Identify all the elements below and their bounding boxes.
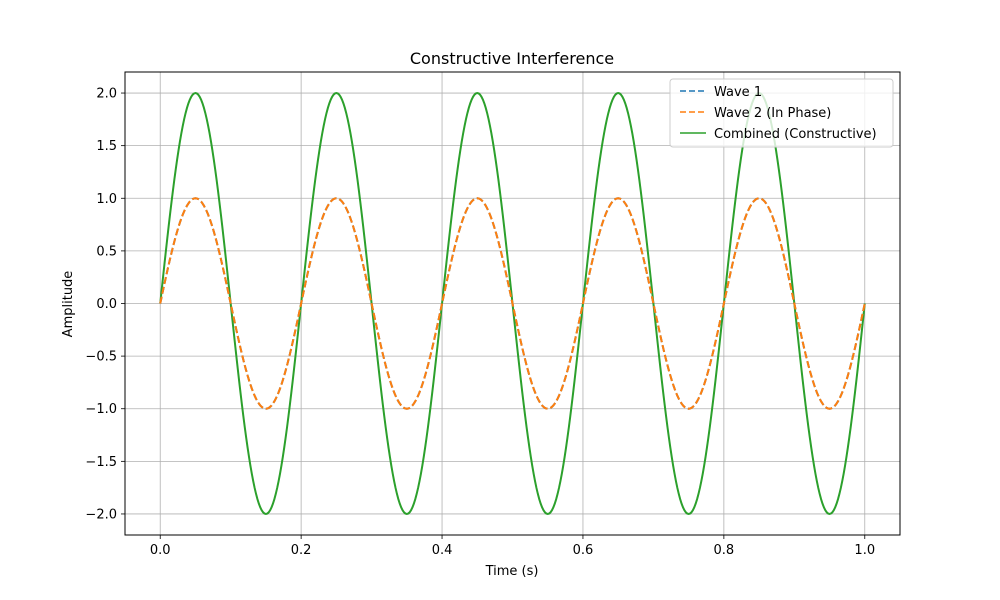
y-tick-label: −1.5 bbox=[85, 455, 117, 470]
legend-label-combined: Combined (Constructive) bbox=[714, 127, 877, 142]
legend: Wave 1 Wave 2 (In Phase) Combined (Const… bbox=[669, 78, 894, 148]
series-line-wave-2-in-phase bbox=[159, 197, 866, 410]
y-tick-label: −0.5 bbox=[85, 350, 117, 365]
y-tick-label: −1.0 bbox=[85, 402, 117, 417]
legend-label-wave-2: Wave 2 (In Phase) bbox=[714, 106, 831, 121]
y-tick-label: 1.5 bbox=[96, 139, 117, 154]
legend-label-wave-1: Wave 1 bbox=[714, 85, 762, 100]
x-tick-label: 1.0 bbox=[854, 543, 875, 558]
x-tick-label: 0.6 bbox=[573, 543, 594, 558]
chart-title: Constructive Interference bbox=[410, 49, 614, 68]
x-tick-label: 0.4 bbox=[432, 543, 453, 558]
y-tick-label: 0.5 bbox=[96, 244, 117, 259]
y-tick-label: 1.0 bbox=[96, 192, 117, 207]
x-tick-label: 0.2 bbox=[291, 543, 312, 558]
legend-box bbox=[669, 78, 894, 148]
x-tick-label: 0.0 bbox=[150, 543, 171, 558]
y-tick-label: 2.0 bbox=[96, 87, 117, 102]
y-tick-label: −2.0 bbox=[85, 507, 117, 522]
y-axis-label: Amplitude bbox=[61, 271, 76, 338]
y-tick-label: 0.0 bbox=[96, 297, 117, 312]
ticks: 0.0 0.2 0.4 0.6 0.8 1.0 −2.0 −1.5 −1.0 −0.5 0.0 0.5… bbox=[85, 87, 875, 558]
x-tick-label: 0.8 bbox=[714, 543, 735, 558]
x-axis-label: Time (s) bbox=[485, 564, 539, 579]
